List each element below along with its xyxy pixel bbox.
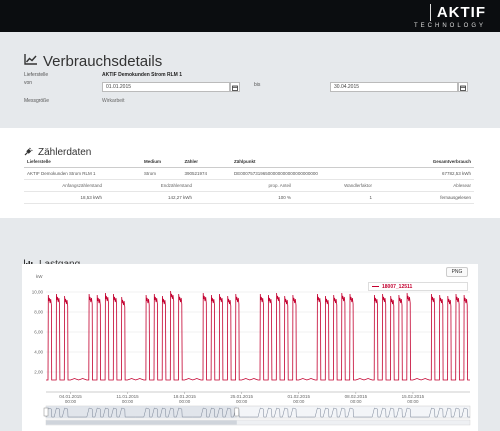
calendar-icon [232,78,238,96]
von-label: von [24,80,33,86]
von-date-input[interactable]: 01.01.2015 [102,82,230,92]
calendar-icon [460,78,466,96]
sub-header-row: Anfangszählerstand Endzählerstand prop. … [24,180,474,192]
table-cell: fernausgelesen [375,191,474,204]
brand-subtitle: TECHNOLOGY [413,23,486,29]
x-tick-label: 08.02.2015 [345,394,368,399]
zaehlerdaten-header: Zählerdaten [24,143,91,161]
bis-date-input[interactable]: 30.04.2015 [330,82,458,92]
navigator-selection [46,406,237,418]
y-tick-label: 10,00 [32,290,44,295]
x-tick-label: 04.01.2015 [59,394,82,399]
x-tick-time-label: 00:00 [236,399,248,404]
messgroesse-label: Messgröße [24,98,50,104]
x-tick-time-label: 00:00 [122,399,134,404]
plug-icon [24,143,33,161]
lieferstelle-label: Lieferstelle [24,72,49,78]
page-title: Verbrauchsdetails [43,52,163,70]
x-tick-label: 11.01.2015 [116,394,139,399]
sub-column-header: prop. Anteil [195,180,294,192]
column-header: Zähler [181,156,231,168]
y-tick-label: 8,00 [34,310,43,315]
x-tick-label: 18.01.2015 [173,394,196,399]
navigator-scrollbar-thumb[interactable] [46,420,237,425]
table-header-row: Lieferstelle Medium Zähler Zählpunkt Ges… [24,156,474,168]
table-cell: 390521974 [181,167,231,180]
legend-swatch [372,285,379,288]
x-tick-time-label: 00:00 [293,399,305,404]
table-cell: Strom [141,167,182,180]
column-header: Gesamtverbrauch [384,156,474,168]
column-header: Zählpunkt [231,156,384,168]
sub-table-row[interactable]: 18,53 kWh 142,27 kWh 100 % 1 fernausgele… [24,191,474,204]
y-tick-label: 2,00 [34,370,43,375]
table-cell: 1 [294,191,375,204]
legend-label: 18007_12511 [382,283,413,290]
chart-legend[interactable]: 18007_12511 [368,282,468,291]
x-tick-time-label: 00:00 [350,399,362,404]
table-cell: 67782,53 kWh [384,167,474,180]
sub-column-header: Anfangszählerstand [24,180,105,192]
x-tick-time-label: 00:00 [407,399,419,404]
navigator-handle-left[interactable] [43,407,49,417]
table-cell: 100 % [195,191,294,204]
series-line [46,290,470,381]
table-cell: 142,27 kWh [105,191,195,204]
brand-logo[interactable]: AKTIF TECHNOLOGY [414,4,486,29]
top-bar: AKTIF TECHNOLOGY [0,0,500,32]
lieferstelle-value: AKTIF Demokunden Strom RLM 1 [102,72,183,78]
table-row[interactable]: AKTIF Demokunden Strom RLM 1 Strom 39052… [24,167,474,180]
navigator-handle-right[interactable] [234,407,240,417]
column-header: Lieferstelle [24,156,141,168]
page-header: Verbrauchsdetails [24,52,162,70]
sub-column-header: Ablesear [375,180,474,192]
zaehler-table: Lieferstelle Medium Zähler Zählpunkt Ges… [24,156,474,204]
x-tick-label: 01.02.2015 [288,394,311,399]
y-tick-label: 4,00 [34,350,43,355]
png-export-button[interactable]: PNG [446,267,468,277]
column-header: Medium [141,156,182,168]
table-cell: 18,53 kWh [24,191,105,204]
bis-calendar-button[interactable] [458,82,468,92]
navigator-series [45,407,470,418]
x-tick-time-label: 00:00 [65,399,77,404]
von-calendar-button[interactable] [230,82,240,92]
zaehlerdaten-title: Zählerdaten [38,146,92,158]
table-cell: AKTIF Demokunden Strom RLM 1 [24,167,141,180]
sub-column-header: Endzählerstand [105,180,195,192]
x-tick-label: 15.02.2015 [402,394,425,399]
x-tick-label: 25.01.2015 [230,394,253,399]
x-tick-time-label: 00:00 [179,399,191,404]
sub-column-header: Wandlerfaktor [294,180,375,192]
brand-name: AKTIF [429,4,486,21]
line-chart-icon [24,52,38,70]
bis-label: bis [254,82,261,88]
messgroesse-value: Wirkarbeit [102,98,125,104]
y-tick-label: 6,00 [34,330,43,335]
table-cell: DE0007573196500000000000000000000 [231,167,384,180]
y-axis-label: kW [36,274,43,279]
